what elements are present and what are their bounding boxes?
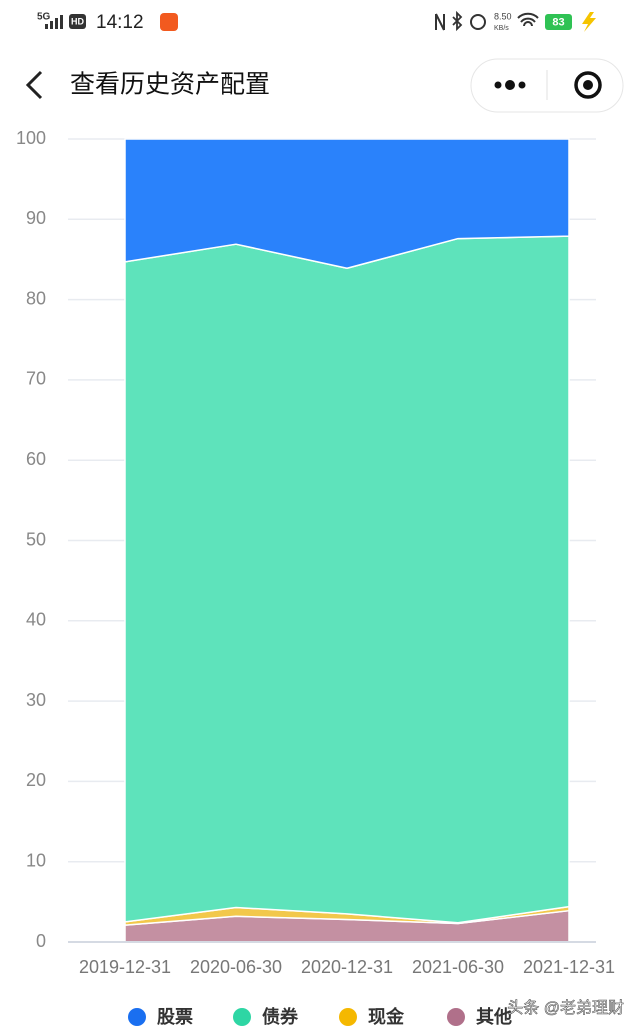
y-tick-label: 20: [26, 770, 46, 790]
nfc-icon: [435, 13, 445, 31]
y-tick-label: 70: [26, 369, 46, 389]
y-tick-label: 100: [16, 128, 46, 148]
page-title: 查看历史资产配置: [70, 71, 270, 99]
battery-icon: [545, 14, 572, 30]
legend-label: 其他: [476, 1006, 512, 1027]
y-tick-label: 90: [26, 208, 46, 228]
legend-swatch: [128, 1008, 146, 1026]
legend-swatch: [339, 1008, 357, 1026]
charging-icon: [582, 12, 596, 32]
bluetooth-icon: [452, 10, 463, 32]
wifi-icon: [517, 12, 539, 27]
app-icon: [160, 13, 178, 31]
network-label: 5G: [37, 12, 51, 23]
y-tick-label: 40: [26, 610, 46, 630]
y-tick-label: 80: [26, 288, 46, 308]
signal-icon: [45, 15, 63, 29]
chart: 0 10 20 30 40 50 60 70 80 90 100 2019-12-31 2020-06-…: [16, 128, 615, 1027]
legend-swatch: [233, 1008, 251, 1026]
y-tick-label: 10: [26, 850, 46, 870]
speed-value: 8.50: [494, 11, 512, 21]
more-button[interactable]: [494, 80, 526, 90]
y-tick-label: 60: [26, 449, 46, 469]
x-tick-label: 2019-12-31: [79, 957, 171, 977]
y-tick-label: 0: [36, 931, 46, 951]
hd-badge: [69, 14, 86, 29]
alarm-icon: [470, 14, 486, 30]
area: [124, 138, 570, 270]
x-tick-label: 2020-12-31: [301, 957, 393, 977]
x-tick-label: 2020-06-30: [190, 957, 282, 977]
clock: 14:12: [96, 12, 144, 33]
hd-label: HD: [71, 16, 84, 26]
y-tick-label: 30: [26, 690, 46, 710]
speed-unit: KB/s: [494, 25, 509, 32]
y-tick-label: 50: [26, 529, 46, 549]
legend-label: 现金: [368, 1006, 405, 1027]
legend-label: 债券: [262, 1006, 299, 1027]
area: [124, 235, 570, 924]
back-button[interactable]: [25, 70, 43, 100]
legend-label: 股票: [156, 1007, 193, 1027]
close-button[interactable]: [574, 71, 602, 99]
battery-level: 83: [552, 16, 564, 28]
x-tick-label: 2021-12-31: [523, 957, 615, 977]
legend-swatch: [447, 1008, 465, 1026]
watermark: 头条 @老弟理财: [507, 999, 624, 1017]
x-tick-label: 2021-06-30: [412, 957, 504, 977]
